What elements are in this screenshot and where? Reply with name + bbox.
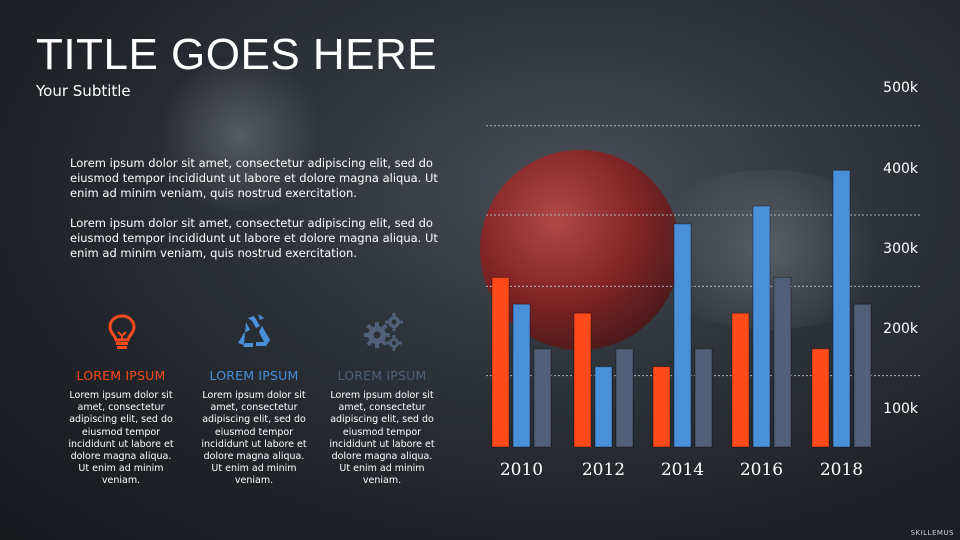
x-tick-label: 2012 xyxy=(582,460,625,480)
bar-2010-series-2 xyxy=(512,303,531,448)
bar-2012-series-1 xyxy=(573,312,592,448)
bar-2014-series-3 xyxy=(694,348,713,448)
bar-2012-series-3 xyxy=(615,348,634,448)
recycle-icon xyxy=(234,312,274,352)
feature-text-3: Lorem ipsum dolor sit amet, consectetur … xyxy=(329,390,435,487)
slide-subtitle: Your Subtitle xyxy=(36,82,131,100)
x-tick-label: 2014 xyxy=(661,460,704,480)
bar-2010-series-1 xyxy=(491,276,510,448)
y-tick-label: 300k xyxy=(883,241,919,257)
x-tick-label: 2018 xyxy=(820,460,863,480)
feature-heading-1: LOREM IPSUM xyxy=(76,368,166,383)
bar-2014-series-2 xyxy=(673,223,692,448)
bar-2012-series-2 xyxy=(594,366,613,448)
slide-title: TITLE GOES HERE xyxy=(36,30,438,79)
y-tick-label: 200k xyxy=(883,321,919,337)
feature-heading-3: LOREM IPSUM xyxy=(337,368,427,383)
bar-2016-series-3 xyxy=(773,276,792,448)
feature-text-2: Lorem ipsum dolor sit amet, consectetur … xyxy=(201,390,307,487)
bar-2018-series-1 xyxy=(811,348,830,448)
y-tick-label: 400k xyxy=(883,161,919,177)
y-tick-label: 100k xyxy=(883,401,919,417)
bar-2016-series-2 xyxy=(752,205,771,448)
feature-text-1: Lorem ipsum dolor sit amet, consectetur … xyxy=(68,390,174,487)
bar-2018-series-3 xyxy=(853,303,872,448)
intro-paragraph-1: Lorem ipsum dolor sit amet, consectetur … xyxy=(70,156,438,200)
gears-icon xyxy=(362,312,403,352)
bar-2016-series-1 xyxy=(731,312,750,448)
bar-2010-series-3 xyxy=(533,348,552,448)
intro-paragraph-2: Lorem ipsum dolor sit amet, consectetur … xyxy=(70,216,438,260)
bar-2014-series-1 xyxy=(652,366,671,448)
feature-heading-2: LOREM IPSUM xyxy=(209,368,299,383)
x-tick-label: 2010 xyxy=(500,460,543,480)
x-tick-label: 2016 xyxy=(740,460,783,480)
lightbulb-icon xyxy=(102,312,142,352)
bar-2018-series-2 xyxy=(832,169,851,448)
watermark: SKILLEMUS xyxy=(910,529,954,537)
y-tick-label: 500k xyxy=(883,80,919,96)
